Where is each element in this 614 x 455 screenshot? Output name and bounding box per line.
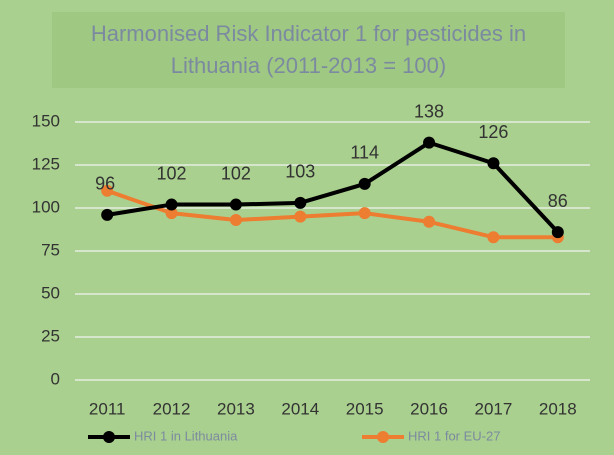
point bbox=[101, 208, 114, 221]
point bbox=[423, 136, 436, 149]
y-tick-label: 150 bbox=[32, 111, 60, 130]
point bbox=[101, 184, 114, 197]
point bbox=[551, 226, 564, 239]
series-line bbox=[106, 188, 558, 240]
x-tick-label: 2015 bbox=[346, 399, 384, 418]
point bbox=[165, 207, 178, 220]
y-tick-label: 50 bbox=[41, 283, 60, 302]
y-tick-label: 25 bbox=[41, 326, 60, 345]
y-tick-label: 100 bbox=[32, 197, 60, 216]
point bbox=[358, 177, 371, 190]
x-tick-label: 2016 bbox=[410, 399, 448, 418]
data-label: 86 bbox=[548, 191, 568, 211]
point bbox=[423, 215, 436, 228]
data-label: 138 bbox=[414, 101, 444, 121]
x-tick-label: 2018 bbox=[539, 399, 577, 418]
point bbox=[358, 207, 371, 220]
legend-marker bbox=[377, 431, 389, 443]
data-label: 126 bbox=[478, 122, 508, 142]
legend-label: HRI 1 in Lithuania bbox=[134, 428, 238, 443]
series-line bbox=[106, 140, 560, 234]
data-label: 96 bbox=[95, 174, 115, 194]
point bbox=[229, 214, 242, 227]
point bbox=[229, 198, 242, 211]
y-tick-label: 0 bbox=[51, 369, 60, 388]
x-tick-label: 2013 bbox=[217, 399, 255, 418]
point bbox=[165, 198, 178, 211]
point bbox=[294, 196, 307, 209]
data-label: 102 bbox=[157, 163, 187, 183]
point bbox=[487, 157, 500, 170]
chart-title: Harmonised Risk Indicator 1 for pesticid… bbox=[52, 12, 565, 88]
data-label: 103 bbox=[285, 162, 315, 182]
y-tick-label: 75 bbox=[41, 240, 60, 259]
point bbox=[487, 231, 500, 244]
x-tick-label: 2012 bbox=[153, 399, 191, 418]
data-label: 114 bbox=[350, 143, 379, 163]
x-tick-label: 2017 bbox=[475, 399, 513, 418]
data-label: 102 bbox=[221, 163, 251, 183]
legend-label: HRI 1 for EU-27 bbox=[408, 428, 500, 443]
x-tick-label: 2014 bbox=[281, 399, 319, 418]
legend-marker bbox=[103, 431, 115, 443]
x-tick-label: 2011 bbox=[89, 399, 126, 418]
point bbox=[294, 210, 307, 223]
y-tick-label: 125 bbox=[32, 154, 60, 173]
